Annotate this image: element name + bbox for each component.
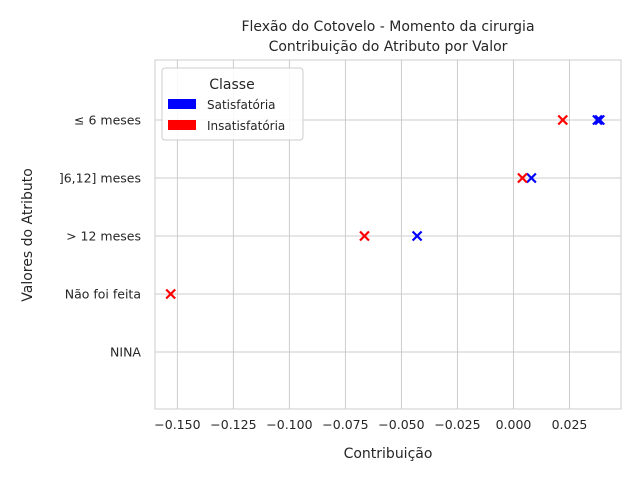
legend-swatch-insatisfatoria [168,120,196,130]
x-tick-label: 0.025 [552,417,588,432]
x-tick-label: −0.050 [378,417,424,432]
y-tick-label: NINA [110,345,141,360]
y-tick-label: Não foi feita [65,287,141,302]
legend-label-insatisfatoria: Insatisfatória [207,119,285,133]
legend-label-satisfatoria: Satisfatória [207,98,276,112]
x-tick-label: −0.150 [154,417,200,432]
data-point [594,114,605,126]
y-tick-label: ]6,12] meses [59,171,141,186]
legend: Classe Satisfatória Insatisfatória [161,67,304,141]
data-point [359,230,370,242]
legend-title: Classe [209,77,254,93]
x-tick-label: −0.075 [322,417,368,432]
x-tick-label: −0.025 [434,417,480,432]
chart-subtitle: Contribuição do Atributo por Valor [269,39,508,55]
y-tick-label: > 12 meses [66,229,141,244]
plot-area [154,59,622,410]
x-axis-ticks: −0.150 −0.125 −0.100 −0.075 −0.050 −0.025 0.00… [154,417,587,432]
y-tick-label: ≤ 6 meses [74,113,141,128]
x-tick-label: −0.125 [210,417,256,432]
data-points [165,114,605,300]
data-point [165,288,176,300]
data-point [517,172,528,184]
y-axis-ticks: ≤ 6 meses ]6,12] meses > 12 meses Não foi f… [59,113,142,360]
data-point [592,114,603,126]
gridlines [155,60,621,409]
data-point [411,230,423,242]
x-axis-label: Contribuição [344,446,433,462]
chart-title: Flexão do Cotovelo - Momento da cirurgia [241,19,534,35]
legend-box [161,67,304,141]
x-tick-label: −0.100 [266,417,312,432]
data-point [526,172,537,184]
x-tick-label: 0.000 [496,417,532,432]
y-axis-label: Valores do Atributo [20,168,36,302]
data-point [557,114,569,126]
legend-swatch-satisfatoria [168,99,196,109]
